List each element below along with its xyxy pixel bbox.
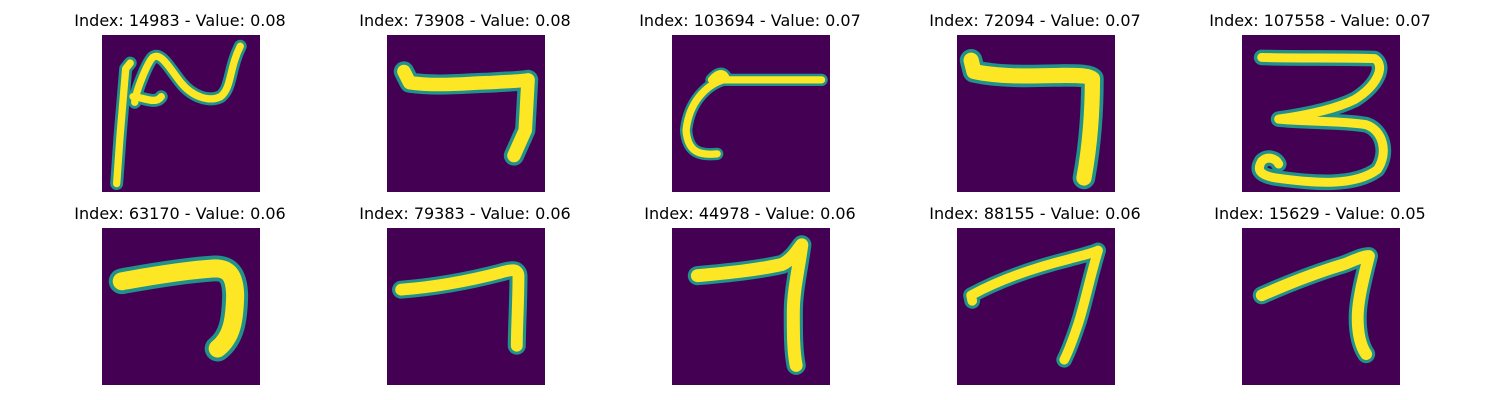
panel-title: Index: 73908 - Value: 0.08 — [359, 11, 571, 30]
panel: Index: 14983 - Value: 0.08 — [30, 0, 330, 193]
digit-image-three — [1242, 35, 1400, 192]
digit-image-seven — [102, 228, 260, 385]
panel-title: Index: 79383 - Value: 0.06 — [359, 204, 571, 223]
digit-image-seven — [957, 35, 1115, 192]
panel-title: Index: 44978 - Value: 0.06 — [644, 204, 856, 223]
digit-image-seven — [387, 228, 545, 385]
digit-image-swirl — [102, 35, 260, 192]
digit-image-seven — [387, 35, 545, 192]
digit-image-seven — [957, 228, 1115, 385]
panel: Index: 15629 - Value: 0.05 — [1170, 193, 1470, 386]
panel: Index: 88155 - Value: 0.06 — [885, 193, 1185, 386]
panel-title: Index: 72094 - Value: 0.07 — [929, 11, 1141, 30]
digit-image-seven — [672, 228, 830, 385]
panel: Index: 72094 - Value: 0.07 — [885, 0, 1185, 193]
panel: Index: 79383 - Value: 0.06 — [315, 193, 615, 386]
panel-title: Index: 103694 - Value: 0.07 — [639, 11, 861, 30]
panel: Index: 63170 - Value: 0.06 — [30, 193, 330, 386]
digit-image-curl — [672, 35, 830, 192]
panel-title: Index: 63170 - Value: 0.06 — [74, 204, 286, 223]
panel-title: Index: 107558 - Value: 0.07 — [1209, 11, 1431, 30]
panel-title: Index: 14983 - Value: 0.08 — [74, 11, 286, 30]
panel: Index: 103694 - Value: 0.07 — [600, 0, 900, 193]
digit-image-seven — [1242, 228, 1400, 385]
panel-title: Index: 88155 - Value: 0.06 — [929, 204, 1141, 223]
panel: Index: 44978 - Value: 0.06 — [600, 193, 900, 386]
panel: Index: 107558 - Value: 0.07 — [1170, 0, 1470, 193]
panel-title: Index: 15629 - Value: 0.05 — [1214, 204, 1426, 223]
panel: Index: 73908 - Value: 0.08 — [315, 0, 615, 193]
